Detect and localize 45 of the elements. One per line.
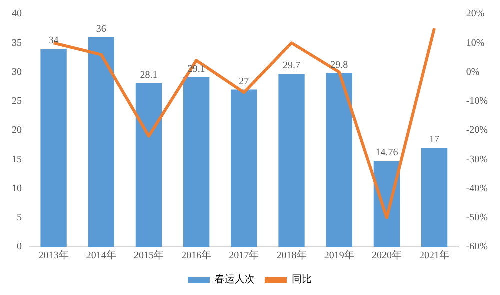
legend-label: 同比 bbox=[292, 274, 312, 286]
x-tick-label: 2013年 bbox=[38, 250, 69, 262]
data-label: 34 bbox=[48, 36, 59, 47]
x-tick-label: 2017年 bbox=[229, 250, 260, 262]
y2-tick-label: -10% bbox=[466, 96, 488, 107]
x-tick-label: 2020年 bbox=[372, 250, 402, 262]
data-label: 29.7 bbox=[283, 60, 301, 72]
y2-tick-label: -30% bbox=[466, 154, 488, 166]
y2-tick-label: -40% bbox=[466, 183, 488, 194]
y2-tick-label: -60% bbox=[466, 242, 488, 253]
y2-tick-label: -20% bbox=[466, 125, 488, 136]
bar bbox=[278, 74, 305, 247]
legend-label: 春运人次 bbox=[215, 274, 255, 286]
data-label: 27 bbox=[239, 76, 250, 88]
x-tick-label: 2015年 bbox=[134, 250, 164, 262]
x-tick-label: 2014年 bbox=[86, 250, 116, 262]
y-tick-label: 30 bbox=[12, 66, 22, 78]
bar bbox=[88, 37, 114, 247]
bar bbox=[231, 90, 258, 247]
x-tick-label: 2019年 bbox=[324, 250, 354, 262]
y-tick-label: 15 bbox=[12, 154, 22, 166]
x-tick-label: 2016年 bbox=[182, 250, 212, 262]
y-tick-label: 5 bbox=[17, 212, 22, 224]
data-label: 17 bbox=[430, 134, 440, 146]
data-label: 36 bbox=[96, 24, 106, 35]
x-tick-label: 2021年 bbox=[420, 250, 450, 262]
y2-tick-label: -50% bbox=[466, 212, 488, 224]
y-tick-label: 0 bbox=[17, 242, 22, 253]
data-label: 14.76 bbox=[376, 148, 398, 159]
y2-tick-label: 10% bbox=[466, 38, 485, 49]
y-tick-label: 10 bbox=[12, 183, 22, 194]
bar bbox=[136, 83, 162, 247]
y-tick-label: 25 bbox=[12, 96, 22, 107]
y-tick-label: 35 bbox=[12, 38, 22, 49]
y-tick-label: 20 bbox=[12, 125, 22, 136]
bar bbox=[183, 77, 210, 247]
bar bbox=[421, 148, 448, 247]
y-tick-label: 40 bbox=[12, 8, 22, 20]
y2-tick-label: 0% bbox=[466, 66, 480, 78]
y2-tick-label: 20% bbox=[466, 8, 485, 20]
data-label: 29.8 bbox=[330, 60, 348, 72]
data-label: 28.1 bbox=[140, 70, 158, 81]
bar bbox=[40, 48, 67, 247]
bar bbox=[326, 73, 352, 247]
x-tick-label: 2018年 bbox=[276, 250, 307, 262]
